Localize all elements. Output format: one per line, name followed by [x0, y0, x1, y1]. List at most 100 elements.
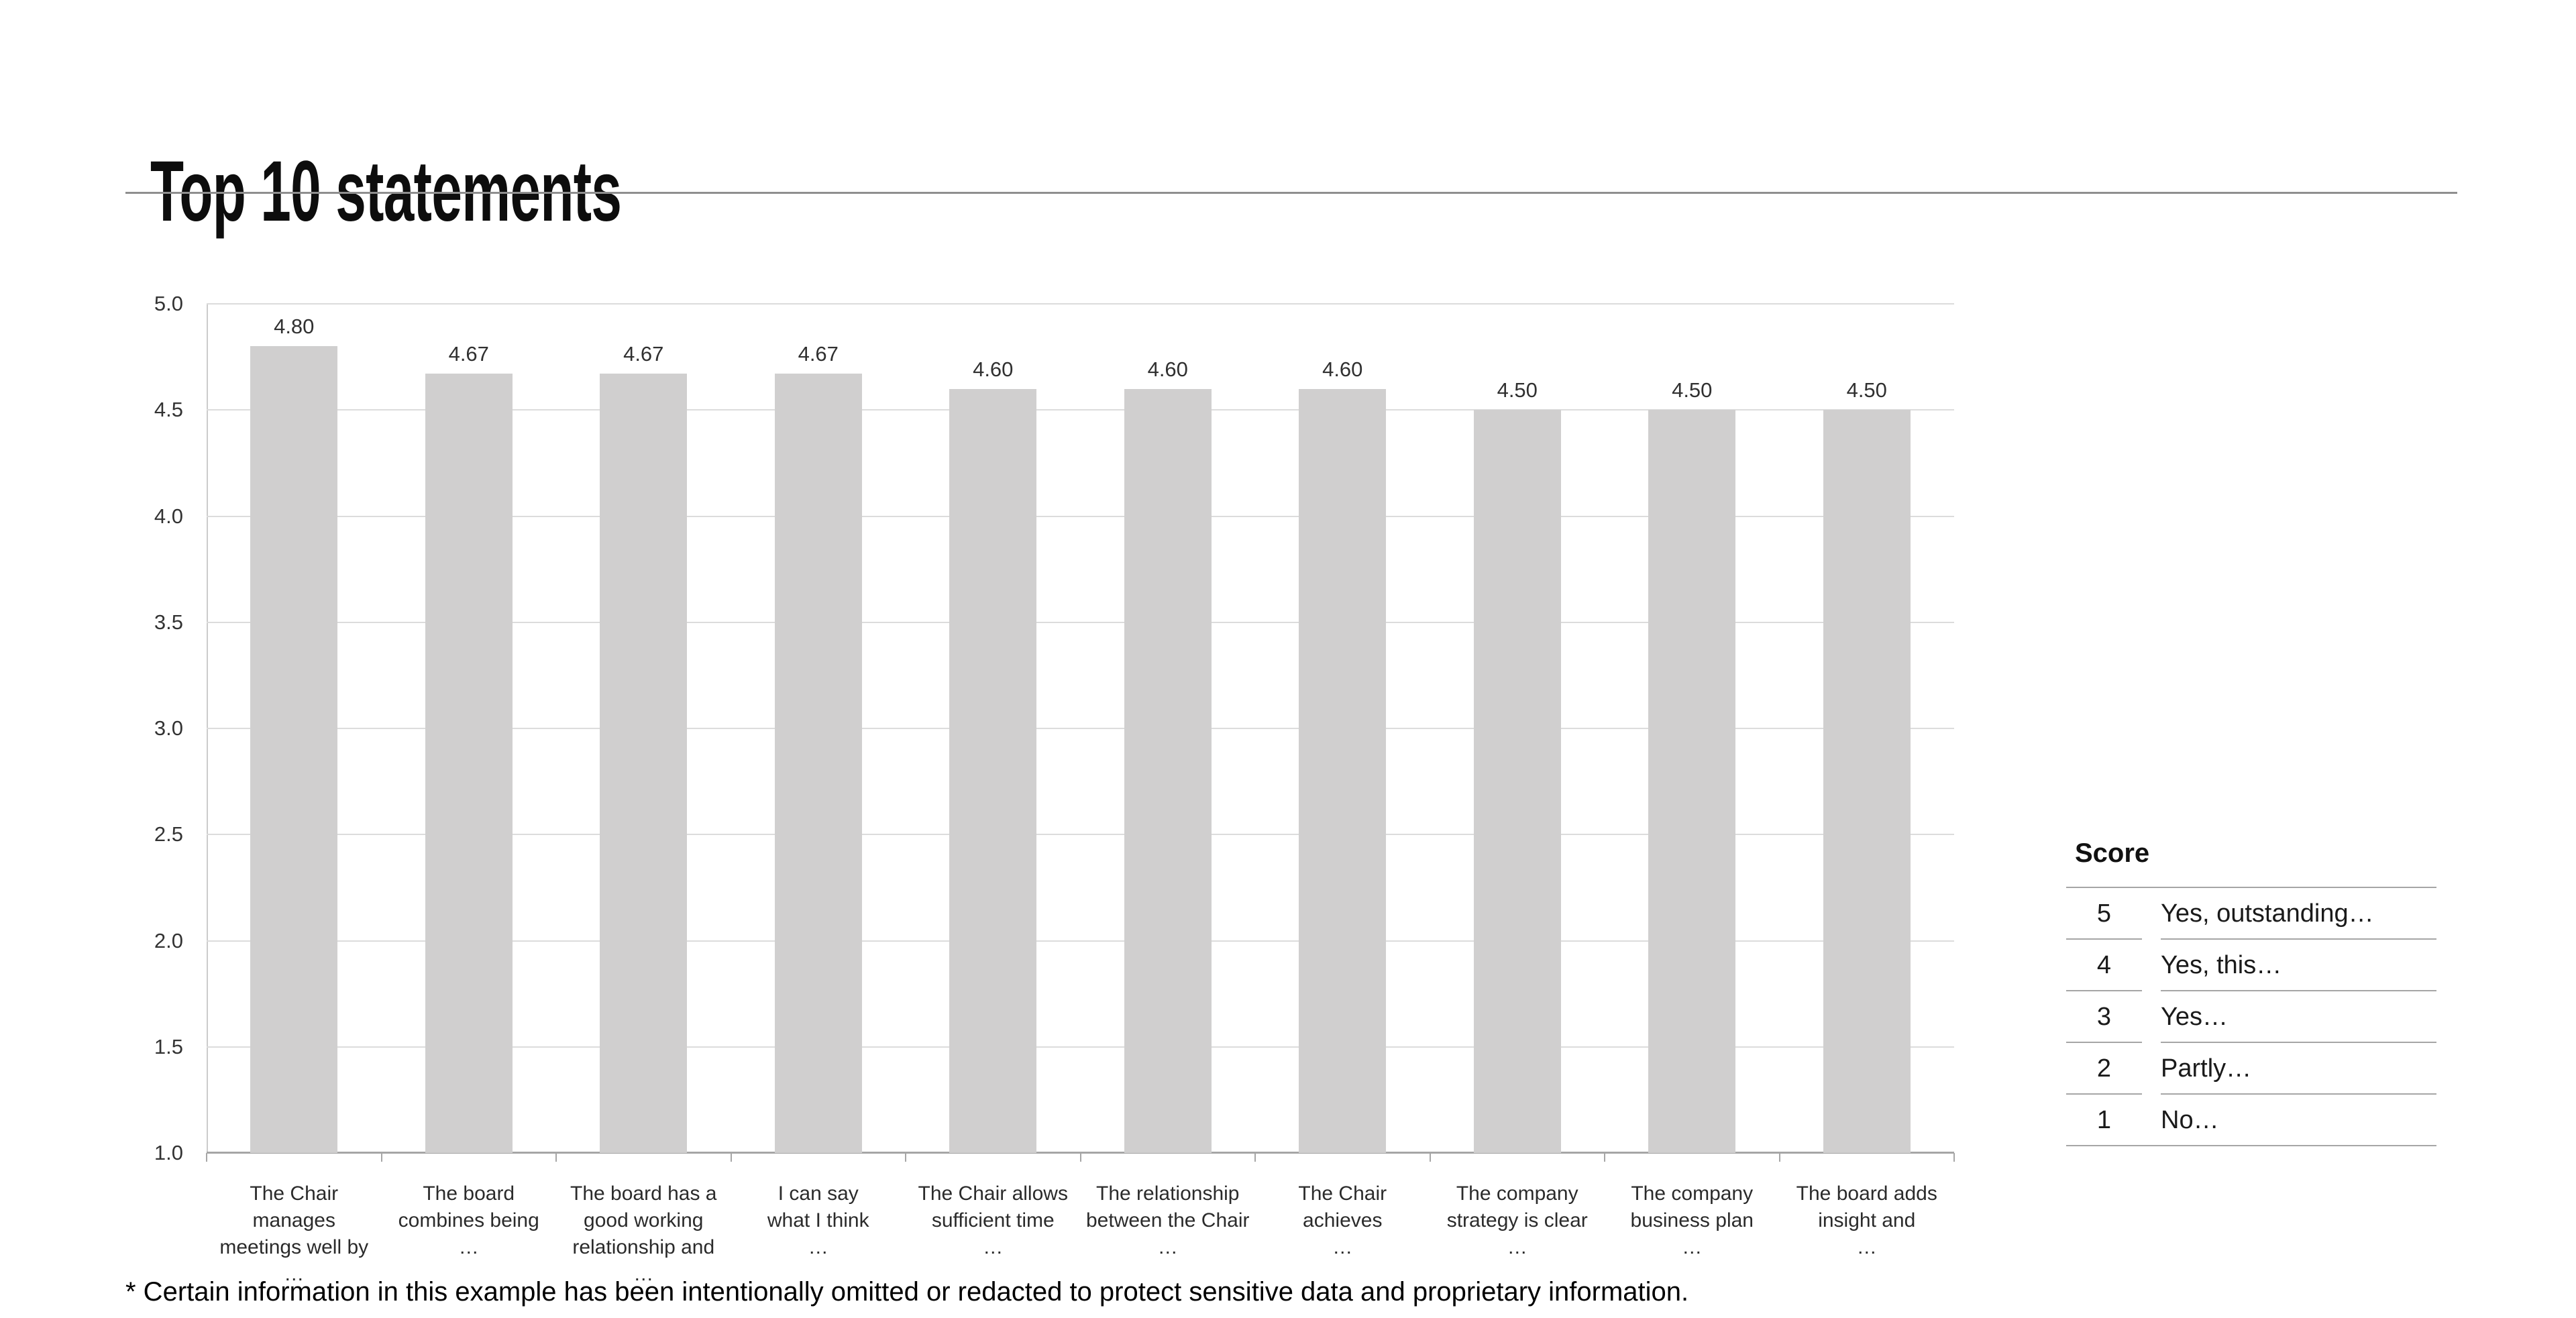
x-category-label-line: … — [1507, 1236, 1527, 1258]
x-category-label-line: The board has a — [570, 1183, 717, 1205]
bar — [600, 374, 688, 1153]
score-row-separator — [2066, 938, 2142, 940]
x-category-label-line: … — [1157, 1236, 1178, 1258]
gridline — [207, 621, 1954, 623]
x-category-label-line: The Chair manages — [250, 1183, 339, 1231]
score-table-row: 3 Yes… — [2066, 991, 2436, 1043]
x-category-label-line: insight and — [1818, 1209, 1916, 1231]
x-category-label-line: business plan — [1630, 1209, 1754, 1231]
bar-value-label: 4.50 — [1672, 378, 1713, 402]
bar — [949, 388, 1037, 1153]
y-tick-label: 2.0 — [154, 928, 183, 952]
gridline — [207, 940, 1954, 942]
x-axis-tick — [1430, 1153, 1431, 1162]
score-description: Yes, outstanding… — [2161, 899, 2374, 928]
x-axis-tick — [381, 1153, 382, 1162]
y-tick-label: 5.0 — [154, 292, 183, 315]
score-value: 1 — [2096, 1106, 2112, 1134]
x-axis-tick — [1080, 1153, 1081, 1162]
score-row-separator — [2161, 938, 2436, 940]
bar — [250, 346, 338, 1153]
score-description: Yes, this… — [2161, 951, 2282, 979]
score-row-separator — [2066, 990, 2142, 991]
bar-value-label: 4.50 — [1497, 378, 1538, 402]
x-category-label: The Chair achieves … — [1255, 1180, 1430, 1261]
x-category-label-line: relationship and — [572, 1236, 715, 1258]
score-row-separator — [2161, 1042, 2436, 1043]
x-category-label-line: The relationship — [1096, 1183, 1240, 1205]
x-category-label-line: The company — [1631, 1183, 1754, 1205]
page-title: Top 10 statements — [150, 143, 622, 239]
bar-value-label: 4.50 — [1846, 378, 1887, 402]
score-table-bottom-line — [2066, 1145, 2436, 1146]
x-axis-tick — [1254, 1153, 1256, 1162]
y-tick-label: 4.5 — [154, 398, 183, 422]
bar-value-label: 4.60 — [973, 357, 1014, 381]
x-category-label-line: … — [808, 1236, 828, 1258]
x-category-label-line: The board — [423, 1183, 515, 1205]
x-category-label-line: The board adds — [1796, 1183, 1937, 1205]
x-category-label-line: The company — [1456, 1183, 1578, 1205]
score-table-row: 1 No… — [2066, 1095, 2436, 1146]
x-category-label: The relationship between the Chair … — [1081, 1180, 1256, 1261]
x-category-label-line: … — [284, 1263, 305, 1285]
bar-value-label: 4.60 — [1322, 357, 1363, 381]
x-category-label-line: The Chair allows — [918, 1183, 1068, 1205]
x-category-label-line: good working — [584, 1209, 704, 1231]
x-category-label-line: … — [1856, 1236, 1877, 1258]
bar-value-label: 4.80 — [274, 315, 315, 339]
y-tick-label: 4.0 — [154, 504, 183, 528]
x-axis-tick — [731, 1153, 732, 1162]
x-category-label-line: sufficient time — [931, 1209, 1055, 1231]
score-value: 2 — [2096, 1054, 2112, 1083]
x-category-label-line: achieves — [1303, 1209, 1383, 1231]
x-category-label-line: what I think — [767, 1209, 869, 1231]
score-row-separator — [2161, 1093, 2436, 1095]
x-axis-line — [207, 1152, 1954, 1154]
x-category-label-line: The Chair — [1298, 1183, 1387, 1205]
x-category-label-line: I can say — [777, 1183, 859, 1205]
bar — [1299, 388, 1387, 1153]
x-category-label-line: … — [1682, 1236, 1703, 1258]
x-category-label-line: … — [1332, 1236, 1353, 1258]
bar — [1823, 410, 1911, 1153]
x-category-label-line: between the Chair — [1086, 1209, 1250, 1231]
x-axis-tick — [1953, 1153, 1955, 1162]
y-tick-label: 3.5 — [154, 610, 183, 634]
score-description: No… — [2161, 1106, 2219, 1134]
score-row-separator — [2161, 990, 2436, 991]
y-tick-label: 2.5 — [154, 822, 183, 846]
x-axis-tick — [555, 1153, 557, 1162]
score-value: 5 — [2096, 899, 2112, 928]
x-category-label: The board adds insight and … — [1780, 1180, 1955, 1261]
x-category-label-line: combines being — [398, 1209, 539, 1231]
plot-area: 4.80 4.67 4.67 4.67 4.60 4.60 4.60 4.50 4.50 4.50 — [206, 303, 1955, 1162]
x-category-label: The board combines being … — [382, 1180, 557, 1261]
x-category-label-line: strategy is clear — [1446, 1209, 1588, 1231]
score-table-row: 4 Yes, this… — [2066, 940, 2436, 991]
score-description: Partly… — [2161, 1054, 2252, 1083]
gridline — [207, 515, 1954, 517]
y-tick-label: 3.0 — [154, 716, 183, 740]
score-table-row: 2 Partly… — [2066, 1043, 2436, 1095]
x-category-label-line: meetings well by — [219, 1236, 369, 1258]
x-category-label-line: … — [983, 1236, 1004, 1258]
bar-value-label: 4.67 — [448, 342, 489, 366]
gridline — [207, 834, 1954, 836]
score-table-header: Score — [2075, 838, 2150, 868]
x-axis-tick — [905, 1153, 906, 1162]
x-category-label-line: … — [458, 1236, 479, 1258]
bar — [1648, 410, 1736, 1153]
bar — [425, 374, 513, 1153]
score-table-row: 5 Yes, outstanding… — [2066, 888, 2436, 940]
gridline — [207, 728, 1954, 729]
bar-value-label: 4.67 — [623, 342, 664, 366]
x-axis-tick — [1779, 1153, 1780, 1162]
x-category-label: The Chair manages meetings well by … — [207, 1180, 382, 1288]
score-value: 4 — [2096, 951, 2112, 979]
x-category-label-line: … — [633, 1263, 654, 1285]
bar — [1473, 410, 1561, 1153]
x-category-label: The company strategy is clear … — [1430, 1180, 1605, 1261]
bar — [1124, 388, 1212, 1153]
x-category-label: I can say what I think … — [731, 1180, 906, 1261]
